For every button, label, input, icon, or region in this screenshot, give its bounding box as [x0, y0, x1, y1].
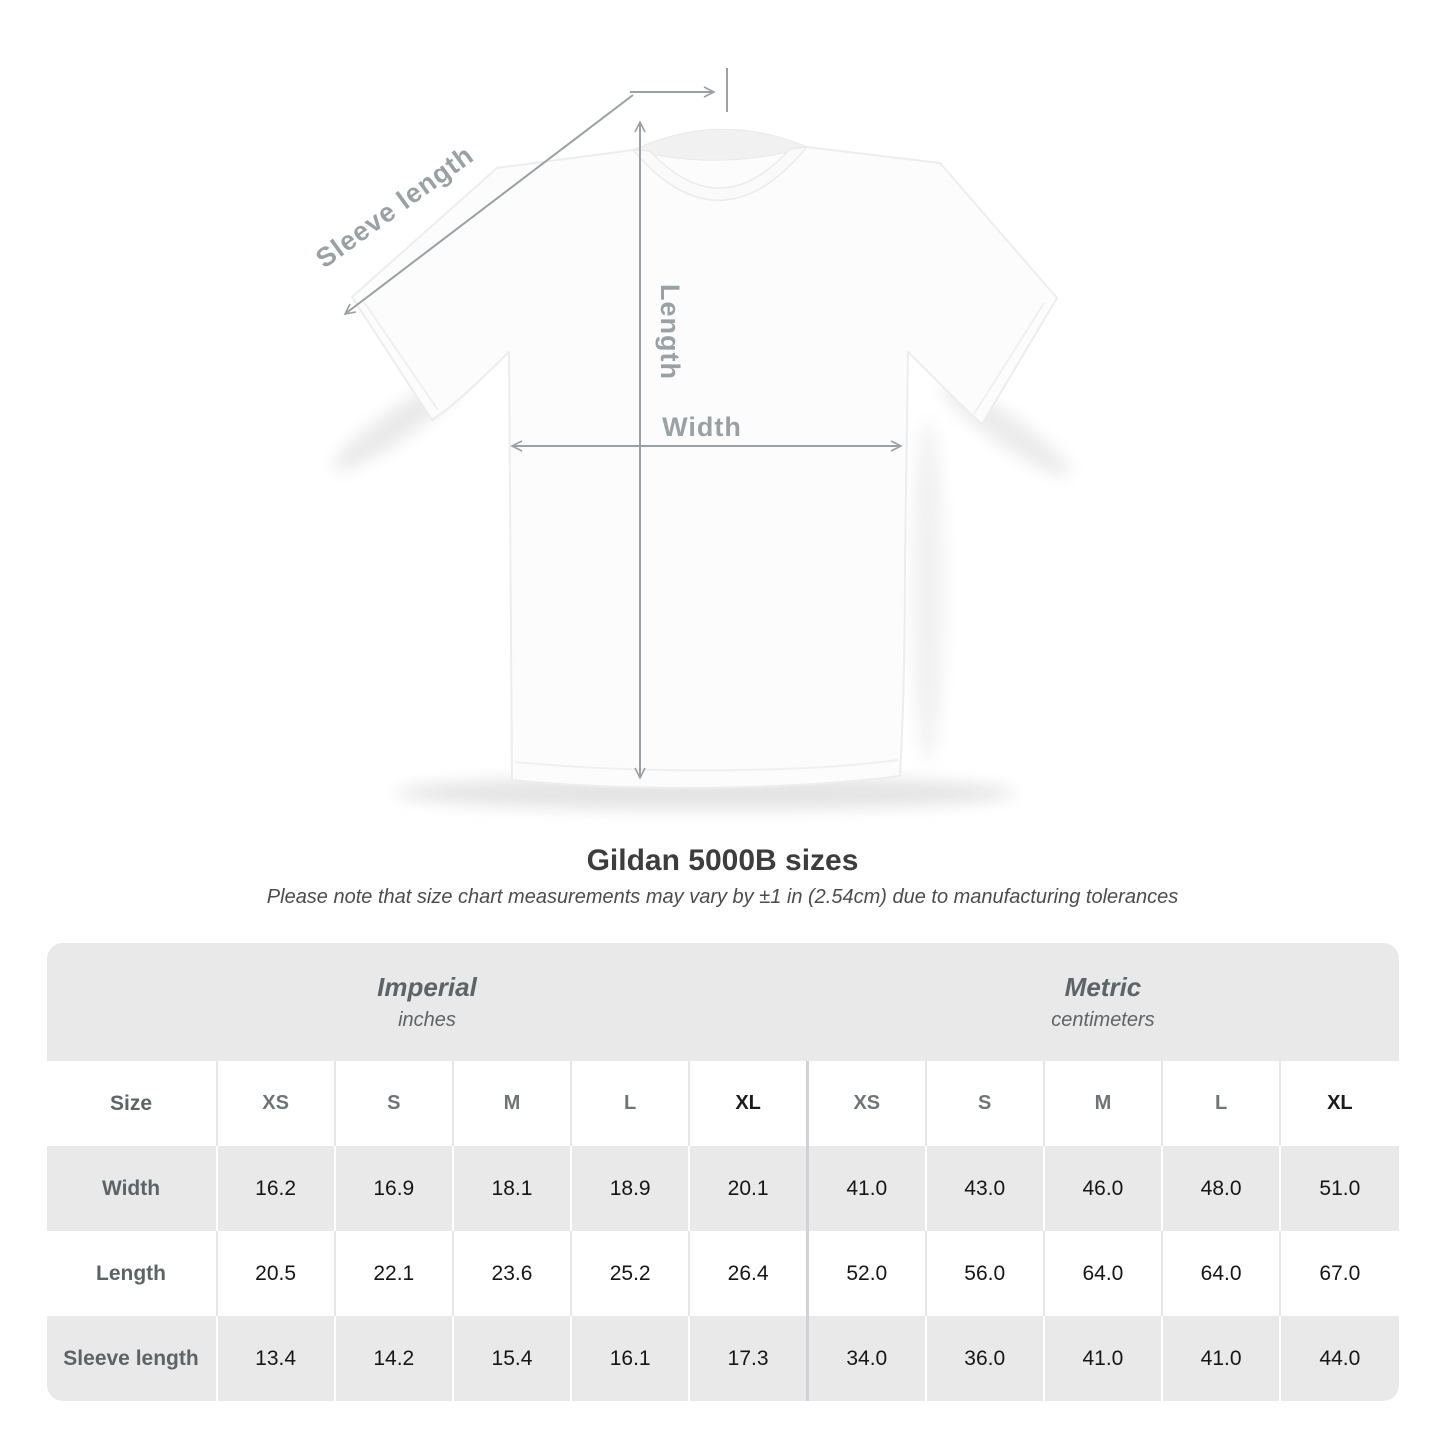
table-cell: 25.2 [570, 1231, 690, 1316]
tshirt-graphic [351, 128, 1058, 789]
size-col-imperial-xs: XS [215, 1061, 335, 1146]
table-cell: 67.0 [1279, 1231, 1399, 1316]
size-header-row: Size XS S M L XL XS S M L XL [46, 1061, 1399, 1146]
imperial-group-name: Imperial [377, 972, 477, 1002]
table-cell: 41.0 [1160, 1316, 1281, 1401]
size-col-imperial-s: S [333, 1061, 453, 1146]
table-cell: 34.0 [805, 1316, 926, 1401]
table-row-sleeve-length: Sleeve length 13.4 14.2 15.4 16.1 17.3 3… [46, 1316, 1399, 1401]
table-cell: 46.0 [1042, 1146, 1162, 1231]
table-cell: 20.1 [688, 1146, 808, 1231]
row-label-sleeve-length: Sleeve length [46, 1316, 217, 1401]
table-cell: 48.0 [1160, 1146, 1281, 1231]
length-label: Length [655, 284, 685, 380]
table-cell: 41.0 [1042, 1316, 1162, 1401]
metric-group-name: Metric [1064, 972, 1142, 1002]
metric-group-header: Metric centimeters [807, 943, 1399, 1061]
size-col-metric-s: S [924, 1061, 1044, 1146]
size-col-imperial-xl: XL [688, 1061, 808, 1146]
size-col-metric-m: M [1042, 1061, 1162, 1146]
imperial-group-header: Imperial inches [46, 943, 808, 1061]
measurement-arrows [343, 68, 903, 780]
table-cell: 43.0 [924, 1146, 1044, 1231]
imperial-group-unit: inches [398, 1009, 456, 1031]
tshirt-left-cuff-seam [363, 301, 439, 411]
table-cell: 18.9 [570, 1146, 690, 1231]
table-cell: 16.1 [570, 1316, 690, 1401]
table-cell: 23.6 [451, 1231, 572, 1316]
table-cell: 41.0 [805, 1146, 926, 1231]
table-cell: 36.0 [924, 1316, 1044, 1401]
size-header-cell: Size [46, 1061, 217, 1146]
table-cell: 17.3 [688, 1316, 808, 1401]
table-cell: 16.2 [215, 1146, 335, 1231]
table-cell: 22.1 [333, 1231, 453, 1316]
table-cell: 20.5 [215, 1231, 335, 1316]
table-cell: 44.0 [1279, 1316, 1399, 1401]
size-col-imperial-m: M [451, 1061, 572, 1146]
table-cell: 64.0 [1042, 1231, 1162, 1316]
sleeve-length-arrow [343, 94, 634, 316]
table-row-length: Length 20.5 22.1 23.6 25.2 26.4 52.0 56.… [46, 1231, 1399, 1316]
table-cell: 14.2 [333, 1316, 453, 1401]
table-cell: 51.0 [1279, 1146, 1399, 1231]
table-cell: 16.9 [333, 1146, 453, 1231]
row-label-length: Length [46, 1231, 217, 1316]
table-cell: 64.0 [1160, 1231, 1281, 1316]
tshirt-collar [631, 146, 809, 201]
table-cell: 52.0 [805, 1231, 926, 1316]
tshirt-hem-seam [514, 759, 899, 772]
table-cell: 18.1 [451, 1146, 572, 1231]
size-col-metric-l: L [1160, 1061, 1281, 1146]
width-label: Width [662, 412, 742, 442]
table-cell: 13.4 [215, 1316, 335, 1401]
tshirt-right-cuff-seam [973, 302, 1045, 415]
page-subtitle: Please note that size chart measurements… [266, 886, 1179, 908]
unit-group-header-row: Imperial inches Metric centimeters [46, 943, 1399, 1061]
size-col-metric-xs: XS [805, 1061, 926, 1146]
table-row-width: Width 16.2 16.9 18.1 18.9 20.1 41.0 43.0… [46, 1146, 1399, 1231]
metric-group-unit: centimeters [1051, 1009, 1155, 1031]
row-label-width: Width [46, 1146, 217, 1231]
table-cell: 56.0 [924, 1231, 1044, 1316]
size-col-imperial-l: L [570, 1061, 690, 1146]
size-table: Imperial inches Metric centimeters Size … [46, 943, 1399, 1401]
size-col-metric-xl: XL [1279, 1061, 1399, 1146]
table-cell: 26.4 [688, 1231, 808, 1316]
page-title: Gildan 5000B sizes [586, 844, 859, 877]
size-chart-page: Sleeve length Length Width Gildan 5000B … [46, 68, 1399, 1401]
table-cell: 15.4 [451, 1316, 572, 1401]
tshirt-measurement-diagram: Sleeve length Length Width [310, 68, 1071, 810]
